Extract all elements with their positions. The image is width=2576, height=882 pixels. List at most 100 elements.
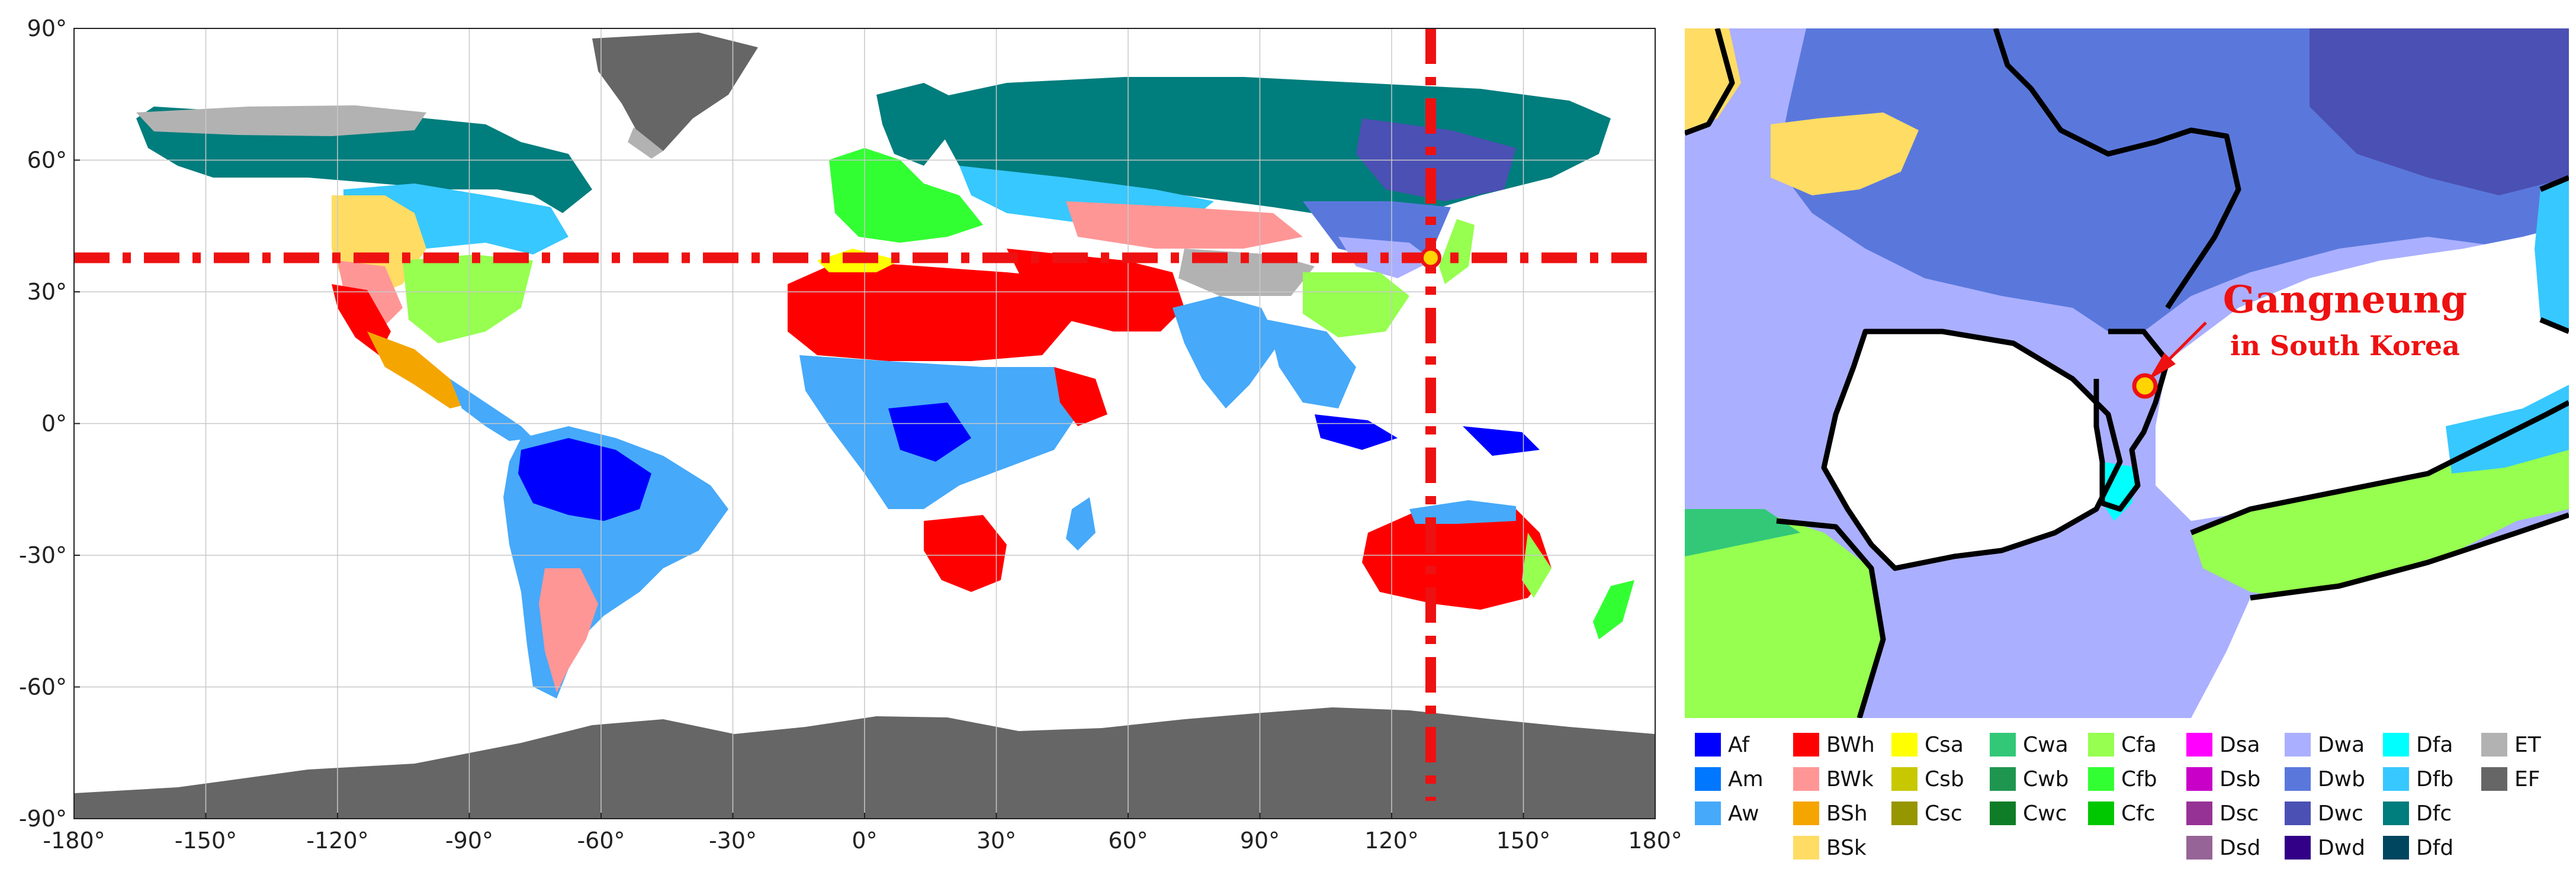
y-tick-label: 30° xyxy=(27,279,67,305)
legend-item-dsa: Dsa xyxy=(2186,733,2260,757)
y-tick-label: -90° xyxy=(19,806,67,832)
climate-legend: Af Am Aw BWh BWk BSh BSk Csa Csb Csc Cwa Cwb Cwc Cfa C… xyxy=(1695,733,2542,860)
legend-swatch xyxy=(1695,801,1721,825)
region-europe xyxy=(829,148,983,243)
legend-item-csa: Csa xyxy=(1891,733,1964,757)
legend-label: BWh xyxy=(1826,733,1875,757)
legend-label: ET xyxy=(2514,733,2542,757)
legend-item-dwd: Dwd xyxy=(2285,836,2365,860)
region-australia-east xyxy=(1522,533,1552,598)
legend-item-cfa: Cfa xyxy=(2088,733,2157,757)
legend-item-af: Af xyxy=(1695,733,1750,757)
legend-swatch xyxy=(1793,733,1819,757)
legend-label: BSk xyxy=(1826,836,1867,860)
legend-swatch xyxy=(2285,767,2311,791)
x-tick-label: -150° xyxy=(175,828,237,854)
x-tick-label: -90° xyxy=(445,828,493,854)
region-australia xyxy=(1362,503,1552,610)
legend-swatch xyxy=(1990,733,2016,757)
legend-swatch xyxy=(1793,801,1819,825)
legend-swatch xyxy=(1990,767,2016,791)
legend-item-dwa: Dwa xyxy=(2285,733,2365,757)
legend-item-cfb: Cfb xyxy=(2088,767,2157,791)
y-tick-label: 60° xyxy=(27,147,67,173)
legend-swatch xyxy=(2088,801,2114,825)
legend-label: Dwa xyxy=(2318,733,2365,757)
inset-map: Gangneung in South Korea xyxy=(1685,28,2569,718)
legend-label: Cwb xyxy=(2023,767,2068,791)
legend-swatch xyxy=(2285,733,2311,757)
legend-item-bwk: BWk xyxy=(1793,767,1874,791)
x-tick-label: 90° xyxy=(1240,828,1280,854)
legend-item-ef: EF xyxy=(2481,767,2540,791)
inset-region-south-cwa xyxy=(1685,509,1800,556)
legend-item-cwb: Cwb xyxy=(1990,767,2068,791)
gangneung-marker xyxy=(1420,247,1442,269)
legend-swatch xyxy=(2383,801,2409,825)
legend-label: BWk xyxy=(1826,767,1874,791)
legend-label: Aw xyxy=(1728,801,1759,826)
x-tick-label: 60° xyxy=(1108,828,1148,854)
legend-item-et: ET xyxy=(2481,733,2542,757)
legend-item-bwh: BWh xyxy=(1793,733,1875,757)
legend-label: Dfa xyxy=(2416,733,2453,757)
y-tick-label: 90° xyxy=(27,15,67,41)
legend-label: Dfd xyxy=(2416,836,2453,860)
region-madagascar xyxy=(1066,497,1096,551)
legend-item-dwb: Dwb xyxy=(2285,767,2365,791)
legend-item-dsc: Dsc xyxy=(2186,801,2259,826)
legend-label: Cfb xyxy=(2121,767,2157,791)
gangneung-sublabel: in South Korea xyxy=(2230,330,2460,362)
legend-label: Dsd xyxy=(2220,836,2260,860)
inset-region-bsk-north xyxy=(1771,112,1919,195)
legend-label: Dwd xyxy=(2318,836,2365,860)
legend-label: Dwb xyxy=(2318,767,2365,791)
y-tick-label: 0° xyxy=(41,411,67,437)
region-congo xyxy=(888,403,971,462)
legend-label: Cfc xyxy=(2121,801,2156,826)
inset-hokkaido xyxy=(2535,178,2569,331)
legend-item-cwa: Cwa xyxy=(1990,733,2068,757)
legend-swatch xyxy=(1695,767,1721,791)
region-new-zealand xyxy=(1593,580,1634,639)
x-tick-label: -120° xyxy=(306,828,368,854)
legend-swatch xyxy=(1891,733,1917,757)
legend-item-cwc: Cwc xyxy=(1990,801,2067,826)
region-se-asia xyxy=(1267,320,1356,408)
gangneung-label: Gangneung xyxy=(2223,278,2467,322)
legend-label: Am xyxy=(1728,767,1764,791)
legend-label: EF xyxy=(2514,767,2540,791)
legend-swatch xyxy=(1891,801,1917,825)
region-mongolia xyxy=(1066,201,1303,249)
legend-item-aw: Aw xyxy=(1695,801,1759,826)
region-india xyxy=(1173,296,1279,408)
world-y-axis-ticks: 90° 60° 30° 0° -30° -60° -90° xyxy=(19,15,80,832)
legend-item-cfc: Cfc xyxy=(2088,801,2156,826)
legend-swatch xyxy=(2186,801,2212,825)
region-south-america-south xyxy=(539,568,598,693)
legend-item-bsk: BSk xyxy=(1793,836,1867,860)
legend-swatch xyxy=(2285,836,2311,860)
legend-item-am: Am xyxy=(1695,767,1764,791)
legend-label: Cwc xyxy=(2023,801,2067,826)
inset-pacific xyxy=(2191,515,2569,718)
legend-label: Csc xyxy=(1925,801,1962,826)
legend-label: Dsc xyxy=(2220,801,2259,826)
gangneung-arrow-head xyxy=(2148,353,2176,380)
world-map-plot-area xyxy=(74,28,1655,819)
inset-gangneung-marker xyxy=(2132,373,2158,399)
legend-label: Dfc xyxy=(2416,801,2452,826)
legend-item-csc: Csc xyxy=(1891,801,1962,826)
legend-item-dwc: Dwc xyxy=(2285,801,2363,826)
region-horn-of-africa xyxy=(1054,367,1107,426)
legend-label: Dwc xyxy=(2318,801,2363,826)
legend-label: BSh xyxy=(1826,801,1868,826)
inset-yellow-sea xyxy=(1824,331,2120,568)
legend-item-dfd: Dfd xyxy=(2383,836,2453,860)
legend-item-dsb: Dsb xyxy=(2186,767,2260,791)
region-southern-africa xyxy=(924,515,1007,592)
inset-region-dwc xyxy=(2310,28,2569,195)
world-gridlines xyxy=(74,28,1655,819)
legend-label: Dsa xyxy=(2220,733,2260,757)
